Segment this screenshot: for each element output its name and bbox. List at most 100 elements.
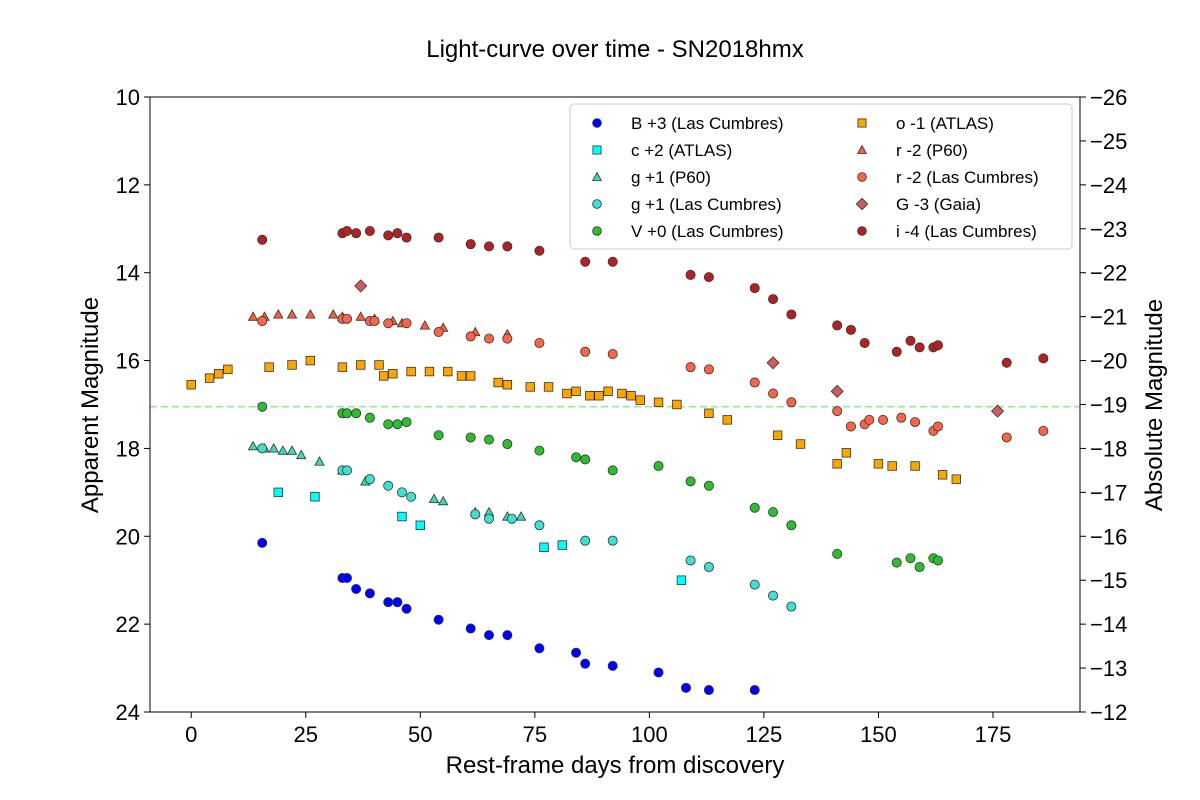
data-point [937,470,948,480]
data-point [681,682,692,693]
data-point [653,397,664,408]
data-point [401,603,412,614]
data-point [392,597,403,608]
y-right-tick-label: −23 [1090,217,1127,242]
data-point [383,419,394,430]
data-point [383,318,394,329]
x-tick-label: 100 [631,722,668,747]
data-point [832,406,843,417]
x-tick-label: 75 [523,722,547,747]
chart-title: Light-curve over time - SN2018hmx [426,36,803,63]
legend-marker [856,144,868,154]
data-point [502,630,513,641]
y-right-tick-label: −18 [1090,436,1127,461]
data-point [295,449,307,460]
data-point [749,283,760,294]
data-point [437,495,449,506]
data-point [635,395,645,405]
y-tick-label: 20 [116,524,140,549]
data-point [878,414,889,425]
data-point [428,493,440,504]
data-point [305,355,316,366]
data-point [766,356,780,370]
data-point [896,412,907,423]
data-point [247,311,259,321]
data-point [1038,353,1049,364]
legend-label: B +3 (Las Cumbres) [631,114,784,133]
y-right-tick-label: −14 [1090,612,1127,637]
data-point [433,232,444,243]
data-point [845,324,856,335]
series-7 [257,313,1049,443]
data-point [401,417,412,428]
data-point [580,346,591,357]
data-point [864,414,875,425]
y-right-tick-label: −15 [1090,568,1127,593]
legend-label: V +0 (Las Cumbres) [631,222,784,241]
data-point [465,239,476,250]
data-point [247,440,259,451]
y-right-tick-label: −12 [1090,700,1127,725]
series-1 [273,487,687,585]
data-point [832,459,842,469]
legend-marker [591,171,603,181]
data-point [264,362,274,372]
data-point [364,225,375,236]
series-9 [257,225,1049,368]
data-point [1001,357,1012,368]
legend-marker [592,199,602,209]
data-point [223,364,233,375]
data-point [351,408,362,419]
data-point [562,388,572,399]
data-point [832,320,843,331]
data-point [257,316,268,327]
y-right-tick-label: −25 [1090,129,1127,154]
legend-marker [592,145,602,155]
legend-label: g +1 (Las Cumbres) [631,195,782,214]
data-point [465,623,476,634]
data-point [749,377,760,388]
data-point [204,373,215,383]
data-point [364,588,375,599]
legend-label: i -4 (Las Cumbres) [896,222,1037,241]
data-point [397,511,407,522]
data-point [703,364,714,375]
data-point [873,459,884,469]
y-right-tick-label: −13 [1090,656,1127,681]
y-right-tick-label: −24 [1090,173,1127,198]
legend-box [569,103,1073,250]
data-point [286,309,298,319]
legend: B +3 (Las Cumbres) c +2 (ATLAS) g +1 (P60)… [569,103,1073,250]
data-point [378,371,389,381]
data-point [685,555,696,566]
legend-label: o -1 (ATLAS) [896,114,994,133]
data-point [392,228,403,239]
data-point [585,391,595,401]
data-point [502,333,513,344]
data-point [786,601,797,612]
series-4 [257,401,943,573]
plot-area: 0 25 50 75 100 125 150 175 10 12 14 16 18 20 22 24 −26 −2… [116,85,1128,747]
legend-label: g +1 (P60) [631,168,711,187]
x-tick-label: 0 [185,722,197,747]
data-point [341,465,352,476]
legend-marker [857,118,867,128]
data-point [905,335,916,346]
y-tick-label: 18 [116,436,140,461]
data-point [703,685,714,696]
data-point [557,540,568,550]
data-point [337,362,348,372]
data-point [327,309,339,319]
data-point [703,562,714,573]
data-point [351,584,362,595]
data-point [484,630,495,641]
data-point [910,417,921,428]
data-point [891,557,902,568]
series-8 [354,279,1005,418]
data-point [653,667,664,678]
data-point [354,279,368,293]
data-point [685,362,696,373]
data-point [626,391,636,401]
data-point [571,647,582,658]
data-point [617,388,627,399]
